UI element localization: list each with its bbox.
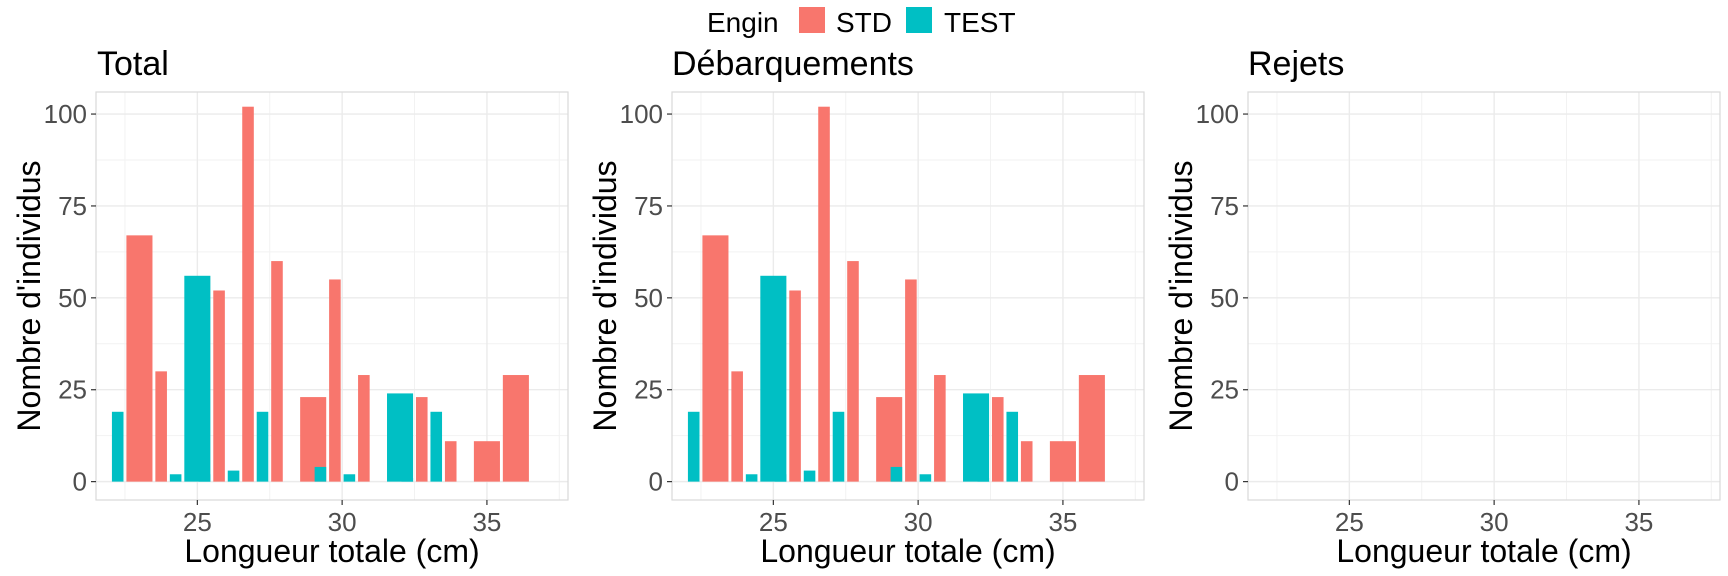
panel-title: Rejets [1248,45,1344,83]
bar-test [1006,411,1019,482]
bar-std [731,371,743,482]
bar-std [358,375,370,482]
panel-title: Total [97,45,169,83]
y-tick-label: 0 [1225,467,1239,497]
bar-std [155,371,167,482]
bars [111,106,529,482]
x-tick-label: 35 [1624,507,1653,537]
x-tick-label: 25 [1335,507,1364,537]
bar-test [343,474,356,482]
bar-test [760,275,787,482]
bar-std [934,375,946,482]
panel-debarquements: Débarquements 0 25 50 75 100 25 30 35 Longueur … [587,45,1145,569]
legend-title: Engin [707,7,779,38]
bar-test [227,470,240,482]
x-axis-title: Longueur totale (cm) [184,533,479,569]
y-tick-label: 50 [1210,283,1239,313]
bar-std [415,397,428,482]
panel-border [671,91,1145,501]
panel-border [1247,91,1721,501]
bar-test [977,477,990,482]
y-tick-label: 0 [73,467,87,497]
y-tick-label: 100 [620,99,663,129]
bar-test [111,411,124,482]
bar-std [1020,441,1033,482]
bar-test [803,470,816,482]
y-tick-label: 75 [634,191,663,221]
bar-std [1049,441,1076,482]
bar-test [890,466,903,482]
bar-std [126,235,153,482]
bar-std [502,375,529,482]
x-axis-title: Longueur totale (cm) [760,533,1055,569]
bar-std [329,279,341,482]
bar-std [473,441,500,482]
y-tick-label: 50 [58,283,87,313]
bar-test [169,474,182,482]
bar-test [256,411,269,482]
legend-label-test: TEST [944,7,1016,38]
legend: Engin STD TEST [707,7,1016,38]
y-axis-title: Nombre d'individus [587,160,623,431]
bar-std [213,290,225,482]
legend-swatch-std [799,7,825,33]
bar-std [444,441,457,482]
bar-test [184,275,211,482]
x-tick-label: 35 [1048,507,1077,537]
axes: 0 25 50 75 100 25 30 35 [620,99,1078,537]
x-tick-label: 30 [328,507,357,537]
bar-test [963,393,990,482]
gridlines [1248,92,1720,500]
bar-test [430,411,443,482]
bar-test [919,474,932,482]
y-tick-label: 75 [1210,191,1239,221]
y-tick-label: 75 [58,191,87,221]
x-tick-label: 25 [183,507,212,537]
y-tick-label: 100 [44,99,87,129]
bar-test [314,466,327,482]
y-tick-label: 50 [634,283,663,313]
y-tick-label: 100 [1196,99,1239,129]
legend-swatch-test [906,7,932,33]
legend-label-std: STD [836,7,892,38]
x-tick-label: 30 [1480,507,1509,537]
bar-std [271,261,283,482]
panel-total: Total 0 25 50 75 100 25 30 35 Longueur totale (… [11,45,569,569]
panel-rejets: Rejets 0 25 50 75 100 25 30 35 Longueur totale … [1163,45,1721,569]
x-tick-label: 35 [472,507,501,537]
y-tick-label: 0 [649,467,663,497]
bar-std [818,106,830,482]
bar-test [687,411,700,482]
y-tick-label: 25 [58,375,87,405]
axes: 0 25 50 75 100 25 30 35 [44,99,502,537]
y-axis-title: Nombre d'individus [11,160,47,431]
x-tick-label: 30 [904,507,933,537]
bar-std [1078,375,1105,482]
axes: 0 25 50 75 100 25 30 35 [1196,99,1654,537]
bar-test [745,474,758,482]
y-tick-label: 25 [634,375,663,405]
bar-test [832,411,845,482]
x-tick-label: 25 [759,507,788,537]
panel-title: Débarquements [672,45,914,83]
bars [687,106,1105,482]
y-tick-label: 25 [1210,375,1239,405]
bar-std [905,279,917,482]
bar-std [789,290,801,482]
bar-std [702,235,729,482]
bar-std [991,397,1004,482]
panel-border [95,91,569,501]
bar-test [387,393,414,482]
bar-std [847,261,859,482]
x-axis-title: Longueur totale (cm) [1336,533,1631,569]
bar-std [242,106,254,482]
y-axis-title: Nombre d'individus [1163,160,1199,431]
bar-test [401,477,414,482]
